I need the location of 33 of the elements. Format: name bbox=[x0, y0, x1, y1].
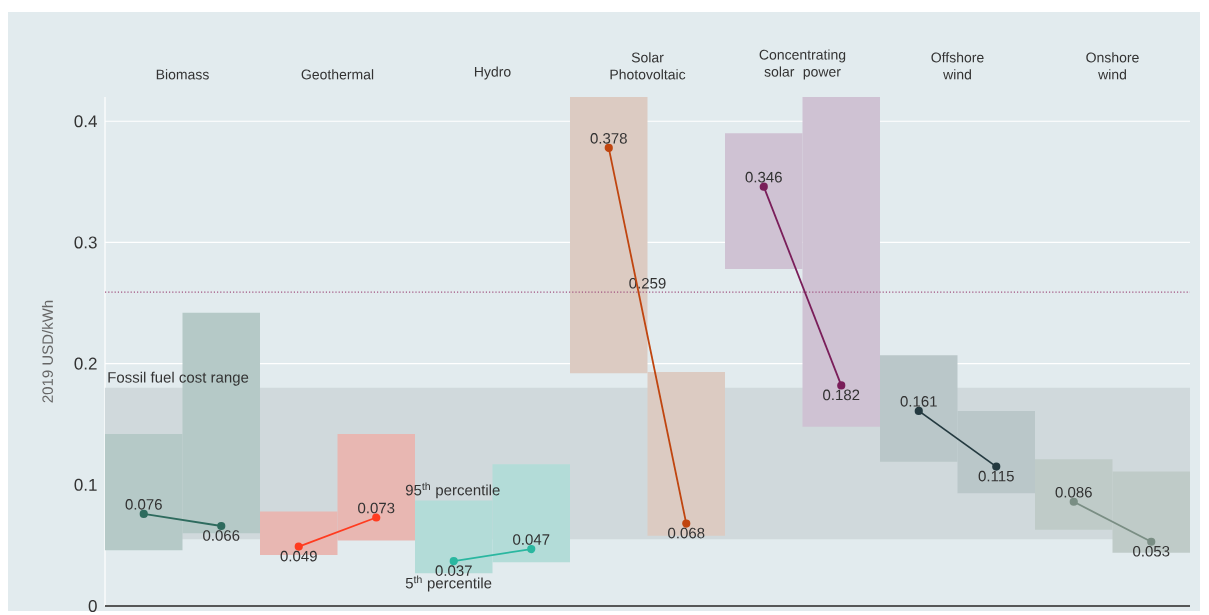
data-label: 0.037 bbox=[435, 565, 472, 576]
band-label: Fossil fuel cost range bbox=[108, 371, 249, 386]
annotation: 95$^{th}$ percentile bbox=[405, 482, 500, 499]
data-label: 0.346 bbox=[745, 171, 782, 183]
point bbox=[449, 556, 458, 566]
data-label: 0.053 bbox=[1133, 545, 1170, 557]
text: Hydro bbox=[474, 66, 511, 80]
y-tick-label: 0.4 bbox=[74, 115, 97, 128]
y-axis-title: 2019 USD/kWh bbox=[41, 300, 53, 403]
data-label: 0.115 bbox=[978, 470, 1014, 482]
data-label: 0.161 bbox=[900, 395, 937, 407]
data-label: 0.066 bbox=[203, 530, 240, 541]
data-label: 0.047 bbox=[513, 534, 550, 545]
text: Solar Photovoltaic bbox=[610, 52, 686, 80]
point bbox=[1147, 537, 1156, 546]
y-tick-label: 0.2 bbox=[74, 357, 97, 370]
data-label: 0.049 bbox=[280, 550, 317, 562]
point bbox=[217, 521, 226, 530]
data-label: 0.073 bbox=[358, 502, 395, 514]
y-tick-label: 0.3 bbox=[74, 236, 97, 249]
y-tick-label: 0 bbox=[88, 599, 97, 612]
text: Concentrating solar power bbox=[759, 49, 846, 80]
data-label: 0.182 bbox=[823, 389, 860, 401]
annotation: 5$^{th}$ percentile bbox=[405, 575, 492, 592]
text: Onshore wind bbox=[1086, 52, 1139, 80]
data-label: 0.086 bbox=[1055, 486, 1092, 498]
data-label: 0.076 bbox=[125, 498, 162, 510]
data-label: 0.378 bbox=[590, 132, 627, 144]
text: Biomass bbox=[156, 69, 209, 80]
y-tick-label: 0.1 bbox=[74, 478, 97, 491]
text: Offshore wind bbox=[931, 52, 984, 80]
data-label: 0.068 bbox=[668, 527, 705, 539]
text: Geothermal bbox=[301, 69, 374, 80]
